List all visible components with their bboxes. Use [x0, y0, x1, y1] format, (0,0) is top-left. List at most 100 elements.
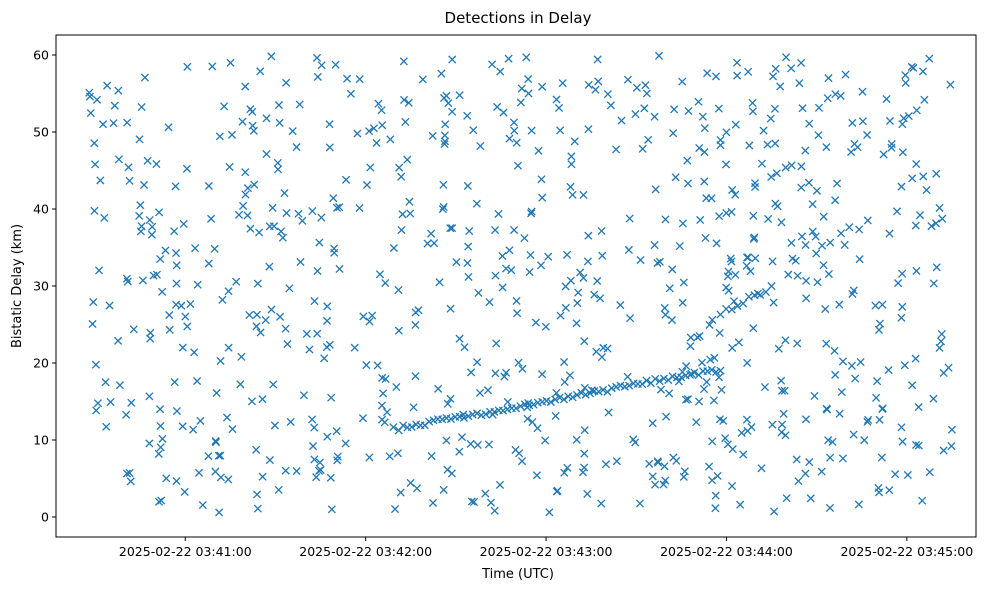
data-point — [846, 148, 856, 157]
data-point — [597, 226, 606, 236]
data-point — [253, 504, 262, 513]
data-point — [109, 119, 118, 128]
data-point — [631, 438, 640, 447]
data-point — [517, 84, 526, 93]
data-point — [204, 259, 213, 268]
data-point — [567, 152, 576, 161]
data-point — [584, 80, 593, 89]
data-point — [651, 185, 660, 194]
data-point — [332, 427, 341, 436]
data-point — [386, 135, 395, 144]
data-point — [645, 459, 654, 468]
data-point — [533, 424, 542, 433]
data-point — [237, 352, 246, 361]
data-point — [782, 494, 791, 503]
data-point — [512, 138, 521, 147]
data-point — [713, 471, 722, 480]
data-point — [797, 183, 806, 192]
data-point — [495, 480, 505, 489]
data-point — [276, 227, 286, 236]
data-point — [700, 177, 709, 186]
data-point — [714, 104, 723, 113]
data-point — [473, 440, 482, 450]
data-point — [488, 60, 497, 69]
data-point — [516, 402, 525, 411]
data-point — [560, 377, 569, 387]
data-point — [274, 101, 283, 110]
data-point — [932, 263, 941, 272]
data-point — [514, 358, 523, 367]
data-point — [313, 266, 322, 276]
data-point — [527, 126, 536, 135]
x-tick-label: 2025-02-22 03:45:00 — [840, 544, 973, 559]
data-point — [382, 408, 392, 417]
x-axis-label: Time (UTC) — [481, 567, 554, 582]
data-point — [191, 244, 200, 253]
data-point — [825, 503, 835, 512]
data-point — [682, 362, 691, 371]
data-point — [113, 336, 123, 345]
data-point — [490, 407, 499, 416]
data-point — [721, 160, 731, 169]
data-point — [135, 135, 144, 144]
data-point — [860, 436, 869, 445]
data-point — [912, 159, 921, 169]
data-point — [732, 58, 742, 67]
data-point — [561, 282, 570, 291]
data-point — [204, 452, 213, 461]
data-point — [333, 456, 342, 465]
data-point — [442, 436, 451, 445]
data-point — [346, 89, 355, 98]
data-point — [152, 270, 161, 279]
data-point — [455, 91, 464, 100]
data-point — [561, 303, 570, 312]
data-point — [377, 401, 386, 410]
data-point — [484, 440, 493, 449]
data-point — [749, 234, 758, 243]
data-point — [835, 409, 844, 418]
data-point — [749, 211, 758, 220]
data-point — [599, 385, 608, 395]
data-point — [446, 394, 455, 403]
data-point — [759, 126, 768, 135]
data-point — [824, 269, 833, 279]
data-point — [265, 456, 274, 465]
data-point — [772, 169, 781, 178]
data-point — [401, 117, 410, 126]
data-point — [295, 100, 304, 109]
data-point — [320, 354, 329, 363]
data-point — [105, 301, 114, 310]
data-point — [660, 462, 669, 471]
data-point — [911, 221, 920, 230]
data-point — [784, 270, 793, 279]
data-point — [102, 422, 111, 431]
data-point — [714, 373, 724, 382]
data-point — [256, 67, 265, 76]
data-point — [261, 316, 270, 325]
data-point — [822, 143, 831, 152]
data-point — [518, 364, 527, 373]
data-point — [500, 372, 509, 381]
data-point — [395, 163, 404, 172]
data-point — [572, 435, 581, 444]
data-point — [448, 107, 457, 116]
data-point — [903, 470, 912, 480]
data-point — [474, 288, 483, 297]
data-point — [912, 266, 921, 275]
data-point — [125, 176, 134, 185]
data-point — [555, 393, 564, 402]
data-point — [742, 261, 751, 270]
data-point — [764, 214, 773, 224]
data-point — [801, 415, 811, 424]
data-point — [224, 343, 233, 352]
data-point — [510, 126, 519, 135]
data-point — [648, 419, 657, 428]
data-point — [828, 437, 837, 447]
data-point — [670, 105, 679, 114]
data-point — [463, 181, 472, 190]
data-point — [795, 79, 804, 88]
data-point — [390, 505, 400, 514]
data-point — [593, 276, 602, 286]
data-point — [641, 81, 650, 90]
data-point — [381, 374, 390, 384]
